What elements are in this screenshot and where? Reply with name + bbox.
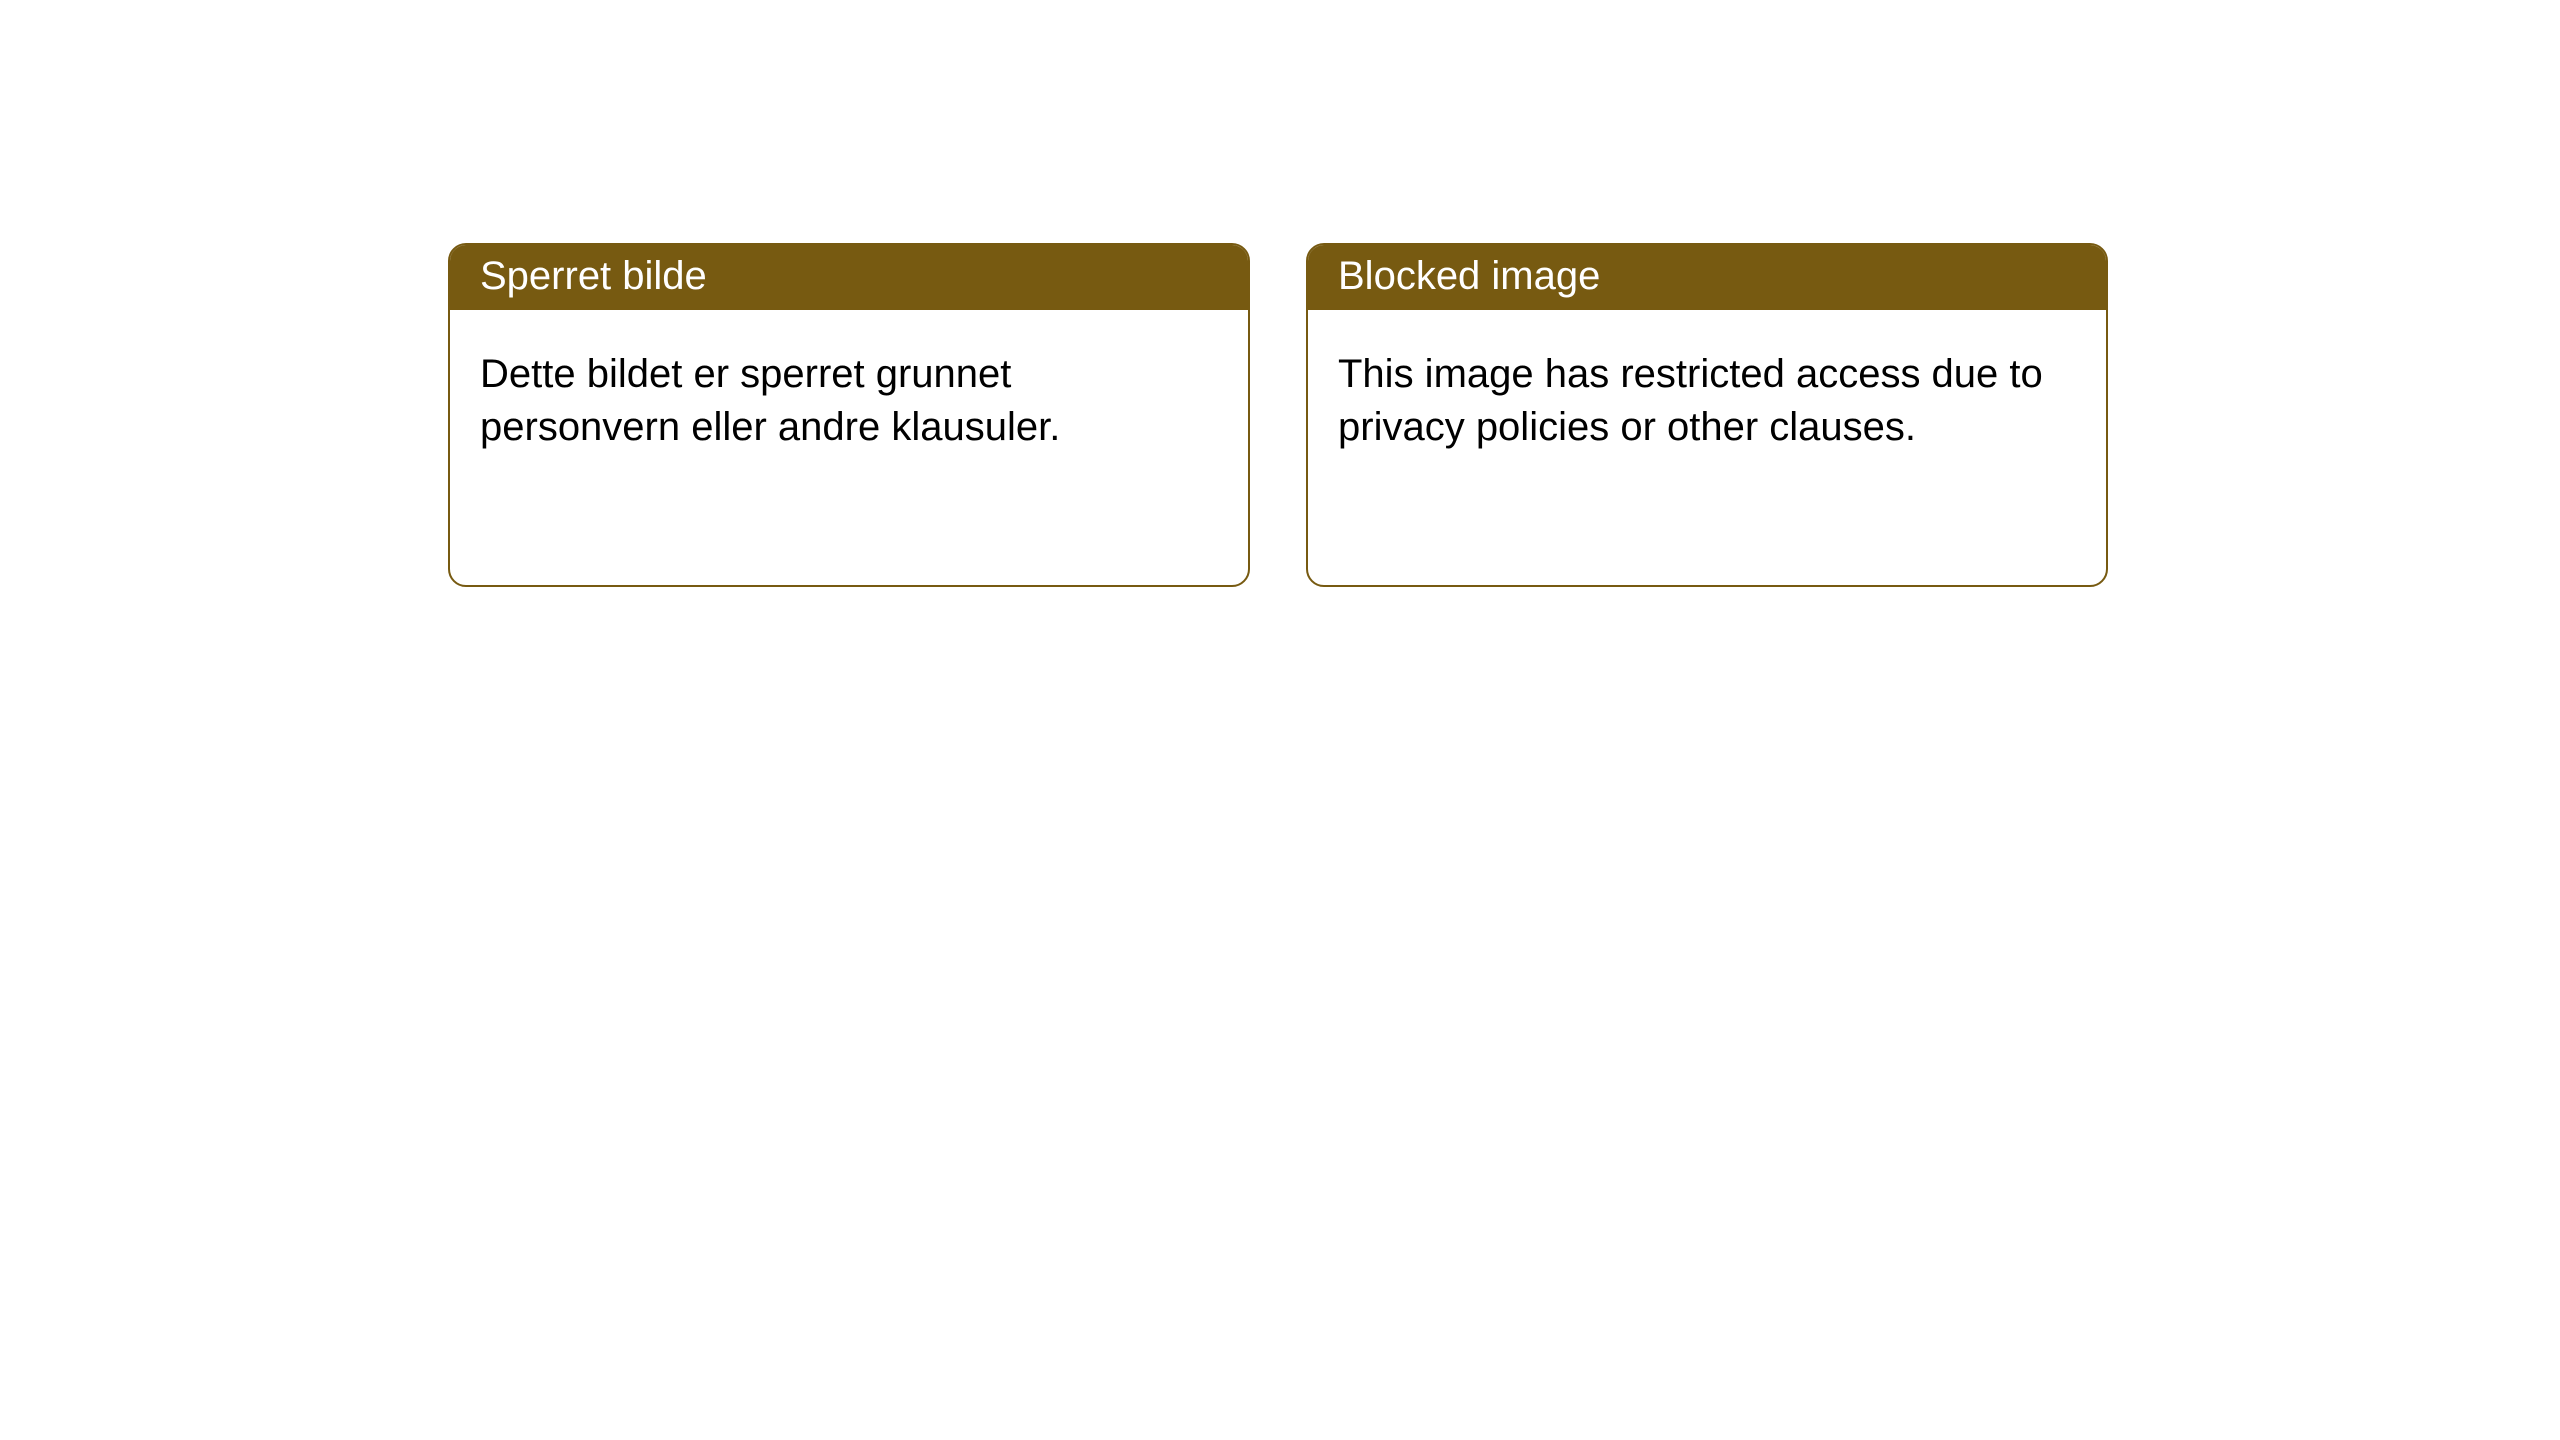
notice-card-body: Dette bildet er sperret grunnet personve… — [450, 310, 1248, 585]
notice-card-title: Sperret bilde — [450, 245, 1248, 310]
notice-card-english: Blocked image This image has restricted … — [1306, 243, 2108, 587]
notice-card-body: This image has restricted access due to … — [1308, 310, 2106, 585]
notice-container: Sperret bilde Dette bildet er sperret gr… — [0, 0, 2560, 587]
notice-card-norwegian: Sperret bilde Dette bildet er sperret gr… — [448, 243, 1250, 587]
notice-card-title: Blocked image — [1308, 245, 2106, 310]
